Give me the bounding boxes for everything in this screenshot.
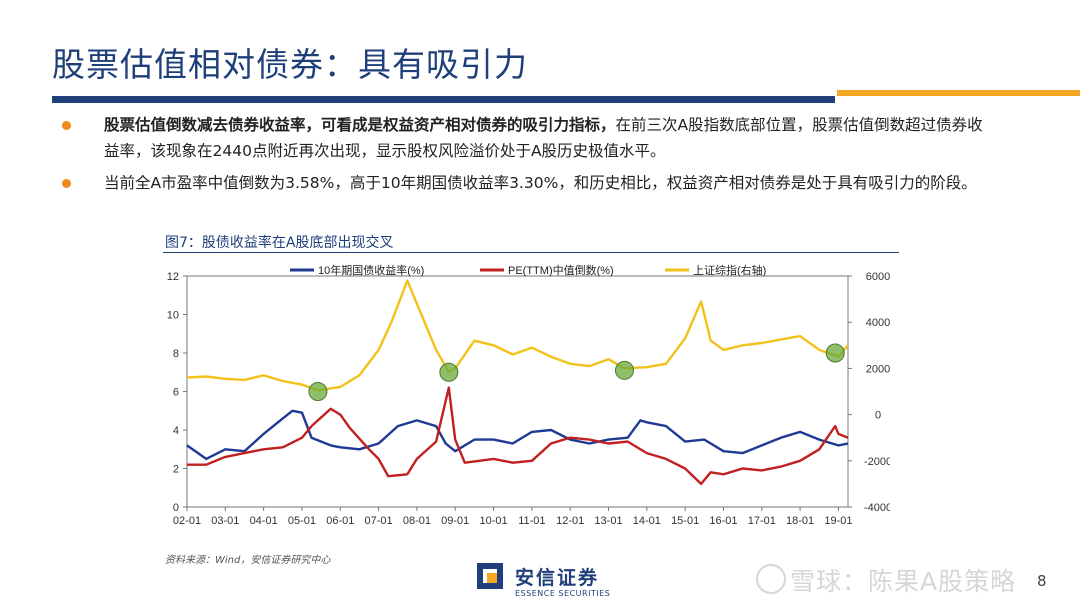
title-rule-orange — [837, 90, 1080, 96]
highlight-marker — [308, 382, 328, 401]
figure-title-rule — [163, 252, 899, 253]
x-tick-label: 02-01 — [173, 515, 201, 527]
figure-title: 图7：股债收益率在A股底部出现交叉 — [165, 235, 394, 251]
bullet-1-text: 在前三次A股指数底部位置，股票估值倒数超过债券收益率，该现象在2440点附近再次… — [104, 116, 983, 160]
y-left-tick-label: 4 — [173, 425, 179, 437]
page-number: 8 — [1037, 572, 1047, 590]
y-left-tick-label: 10 — [167, 310, 179, 322]
y-left-tick-label: 8 — [173, 348, 179, 360]
x-tick-label: 07-01 — [365, 515, 393, 527]
x-tick-label: 18-01 — [786, 515, 814, 527]
line-chart: 0 2 4 6 8 10 12 -4000 -2000 0 2000 4000 6000 02-01 03-… — [167, 263, 890, 527]
y-left-tick-label: 2 — [173, 464, 179, 476]
y-right-tick-label: -2000 — [864, 456, 890, 468]
series-line-2 — [187, 386, 849, 486]
figure-source: 资料来源：Wind，安信证券研究中心 — [165, 555, 331, 566]
logo-text: 安信证券 — [515, 567, 600, 589]
series-line-3 — [186, 279, 849, 392]
x-tick-label: 14-01 — [633, 515, 661, 527]
x-tick-label: 15-01 — [671, 515, 699, 527]
highlight-marker — [825, 343, 845, 363]
logo-subtext: ESSENCE SECURITIES — [515, 589, 611, 598]
x-tick-label: 13-01 — [594, 515, 622, 527]
watermark-text: 雪球：陈果A股策略 — [790, 567, 1017, 596]
title-rule-blue — [52, 96, 835, 103]
x-tick-label: 10-01 — [479, 515, 507, 527]
bullet-2-text: 当前全A市盈率中值倒数为3.58%，高于10年期国债收益率3.30%，和历史相比… — [104, 174, 977, 192]
x-tick-label: 09-01 — [441, 515, 469, 527]
x-tick-label: 12-01 — [556, 515, 584, 527]
bullet-1: 股票估值倒数减去债券收益率，可看成是权益资产相对债券的吸引力指标，在前三次A股指… — [62, 112, 998, 164]
y-right-tick-label: -4000 — [864, 502, 890, 514]
highlight-marker — [439, 362, 459, 382]
x-tick-label: 19-01 — [824, 515, 852, 527]
bullet-dot-icon — [62, 121, 71, 130]
bullet-dot-icon — [62, 179, 71, 188]
page-title: 股票估值相对债券：具有吸引力 — [52, 45, 528, 84]
y-left-tick-label: 6 — [173, 387, 179, 399]
x-tick-label: 03-01 — [211, 515, 239, 527]
legend-label-3: 上证综指(右轴) — [693, 263, 766, 277]
y-right-tick-label: 4000 — [866, 317, 890, 329]
x-tick-label: 17-01 — [748, 515, 776, 527]
y-right-tick-label: 6000 — [866, 271, 890, 283]
x-tick-label: 16-01 — [709, 515, 737, 527]
x-tick-label: 11-01 — [518, 515, 545, 527]
x-tick-label: 05-01 — [288, 515, 316, 527]
highlight-marker — [614, 360, 634, 380]
y-left-tick-label: 0 — [173, 502, 179, 514]
y-right-tick-label: 2000 — [866, 363, 890, 375]
watermark: 雪球：陈果A股策略 — [756, 562, 1016, 598]
series-line-1 — [186, 409, 849, 461]
y-left-tick-label: 12 — [167, 271, 179, 283]
y-right-tick-label: 0 — [875, 410, 881, 422]
legend-label-2: PE(TTM)中值倒数(%) — [508, 264, 614, 277]
x-tick-label: 04-01 — [250, 515, 278, 527]
bullet-1-bold: 股票估值倒数减去债券收益率，可看成是权益资产相对债券的吸引力指标， — [104, 116, 616, 134]
essence-logo-icon — [477, 563, 503, 589]
plot-frame — [186, 275, 849, 508]
xueqiu-icon — [756, 564, 786, 594]
x-tick-label: 08-01 — [403, 515, 431, 527]
legend-label-1: 10年期国债收益率(%) — [318, 263, 424, 277]
bullet-2: 当前全A市盈率中值倒数为3.58%，高于10年期国债收益率3.30%，和历史相比… — [62, 170, 998, 196]
x-tick-label: 06-01 — [326, 515, 354, 527]
